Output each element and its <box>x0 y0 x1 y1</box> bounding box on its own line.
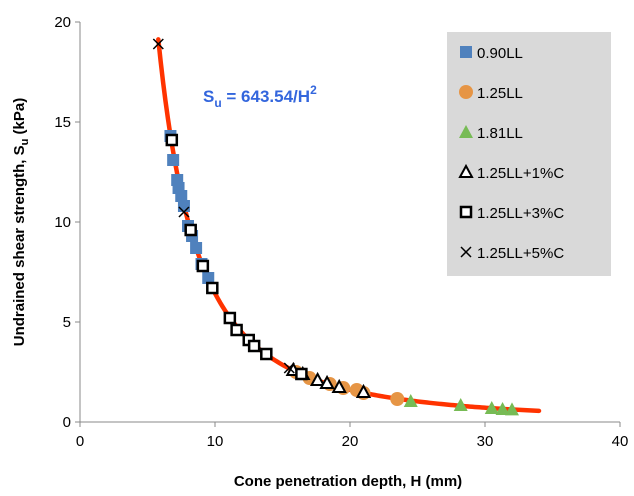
y-tick-label: 5 <box>63 314 71 331</box>
data-point <box>403 394 418 407</box>
data-point <box>178 206 190 218</box>
y-tick-label: 0 <box>63 414 71 431</box>
data-point <box>484 401 499 414</box>
data-point <box>206 281 219 295</box>
data-point <box>355 383 372 398</box>
data-point <box>495 402 510 415</box>
data-point <box>390 392 405 406</box>
y-axis-ticks: 0 5 10 15 20 <box>54 14 80 431</box>
data-point <box>319 374 335 389</box>
equation-s: S <box>203 87 214 106</box>
x-tick-label: 20 <box>342 433 359 450</box>
y-axis-label-main: Undrained shear strength, S <box>11 145 28 346</box>
legend-label: 1.25LL+3%C <box>477 205 564 222</box>
legend-label: 1.25LL+1%C <box>477 165 564 182</box>
data-point <box>260 347 273 361</box>
x-axis-ticks: 0 10 20 30 40 <box>76 422 629 450</box>
x-tick-label: 40 <box>612 433 629 450</box>
x-tick-label: 30 <box>477 433 494 450</box>
data-point <box>177 200 190 212</box>
data-point <box>184 223 197 237</box>
data-point <box>202 272 215 284</box>
data-point <box>152 38 164 50</box>
equation-sub: u <box>214 96 221 110</box>
data-point <box>190 242 203 254</box>
data-point <box>165 133 179 147</box>
series-2 <box>403 394 519 416</box>
data-point <box>453 398 468 411</box>
y-axis-label-sub: u <box>19 139 31 146</box>
data-marks <box>152 38 519 416</box>
data-point <box>505 402 519 416</box>
data-point <box>223 311 237 325</box>
series-4 <box>165 133 308 381</box>
legend-label: 1.25LL+5%C <box>477 245 564 262</box>
equation-rest: = 643.54/H <box>222 87 310 106</box>
data-point <box>309 371 326 386</box>
x-axis-label: Cone penetration depth, H (mm) <box>234 473 462 490</box>
y-tick-label: 20 <box>54 14 71 31</box>
equation-label: Su = 643.54/H2 <box>203 83 317 110</box>
legend-label: 1.25LL <box>477 85 523 102</box>
legend-marker <box>459 125 473 138</box>
equation-sup: 2 <box>310 83 317 97</box>
legend-marker <box>458 163 474 178</box>
x-tick-label: 10 <box>207 433 224 450</box>
legend-marker <box>460 46 472 58</box>
y-tick-label: 10 <box>54 214 71 231</box>
data-point <box>247 339 261 353</box>
data-point <box>175 190 188 202</box>
legend-label: 1.81LL <box>477 125 523 142</box>
data-point <box>283 362 295 374</box>
legend-marker <box>460 246 472 258</box>
legend-box <box>447 32 611 276</box>
legend-marker <box>459 205 473 219</box>
y-tick-label: 15 <box>54 114 71 131</box>
legend-label: 0.90LL <box>477 45 523 62</box>
y-axis-label: Undrained shear strength, Su (kPa) <box>11 98 31 346</box>
data-point <box>295 367 308 381</box>
data-point <box>196 259 210 273</box>
data-point <box>230 323 243 337</box>
x-tick-label: 0 <box>76 433 84 450</box>
data-point <box>331 378 347 393</box>
y-axis-label-unit: (kPa) <box>11 98 28 139</box>
data-point <box>167 154 180 166</box>
legend: 0.90LL 1.25LL 1.81LL 1.25LL+1%C 1.25LL+3%C 1.… <box>447 32 611 276</box>
series-5 <box>152 38 295 374</box>
legend-marker <box>459 85 473 99</box>
